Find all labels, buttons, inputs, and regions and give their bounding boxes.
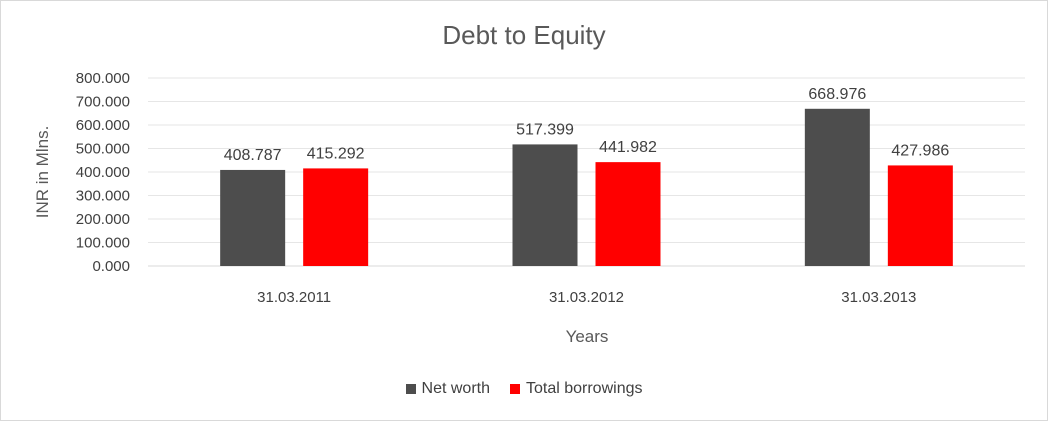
data-labels: 408.787 415.292 517.399 441.982 668.976 427.9… <box>224 86 950 164</box>
bar-total-borrowings <box>303 168 369 266</box>
data-label: 427.986 <box>891 142 949 159</box>
y-tick-label: 0.000 <box>92 258 130 275</box>
x-tick-label: 31.03.2012 <box>549 289 624 306</box>
y-tick-label: 200.000 <box>76 211 130 228</box>
y-tick-label: 300.000 <box>76 188 130 205</box>
y-tick-label: 500.000 <box>76 141 130 158</box>
bar-net-worth <box>220 169 286 266</box>
bar-net-worth <box>804 108 870 266</box>
legend-item-net-worth: Net worth <box>405 380 490 398</box>
bar-net-worth <box>512 144 578 266</box>
chart-title: Debt to Equity <box>442 20 606 50</box>
x-tick-labels: 31.03.2011 31.03.2012 31.03.2013 <box>257 289 916 306</box>
bar-total-borrowings <box>887 165 953 266</box>
y-tick-label: 800.000 <box>76 70 130 87</box>
legend: Net worth Total borrowings <box>0 380 1048 398</box>
bars <box>220 108 953 266</box>
y-tick-labels: 0.000 100.000 200.000 300.000 400.000 500.000… <box>76 70 130 275</box>
legend-label-total-borrowings: Total borrowings <box>525 380 643 397</box>
gridlines <box>148 77 1025 267</box>
data-label: 517.399 <box>516 121 574 138</box>
data-label: 408.787 <box>224 147 282 164</box>
data-label: 441.982 <box>599 139 657 156</box>
x-tick-label: 31.03.2011 <box>257 289 331 306</box>
data-label: 668.976 <box>808 86 866 103</box>
x-axis-title: Years <box>566 327 609 346</box>
y-tick-label: 600.000 <box>76 117 130 134</box>
x-tick-label: 31.03.2013 <box>841 289 916 306</box>
legend-swatch-total-borrowings <box>509 384 520 394</box>
y-tick-label: 100.000 <box>76 235 130 252</box>
y-tick-label: 700.000 <box>76 94 130 111</box>
legend-item-total-borrowings: Total borrowings <box>509 380 643 398</box>
y-tick-label: 400.000 <box>76 164 130 181</box>
legend-label-net-worth: Net worth <box>421 380 490 397</box>
legend-swatch-net-worth <box>405 384 416 394</box>
y-axis-title: INR in Mlns. <box>33 126 52 219</box>
data-label: 415.292 <box>307 145 365 162</box>
bar-total-borrowings <box>595 162 661 266</box>
